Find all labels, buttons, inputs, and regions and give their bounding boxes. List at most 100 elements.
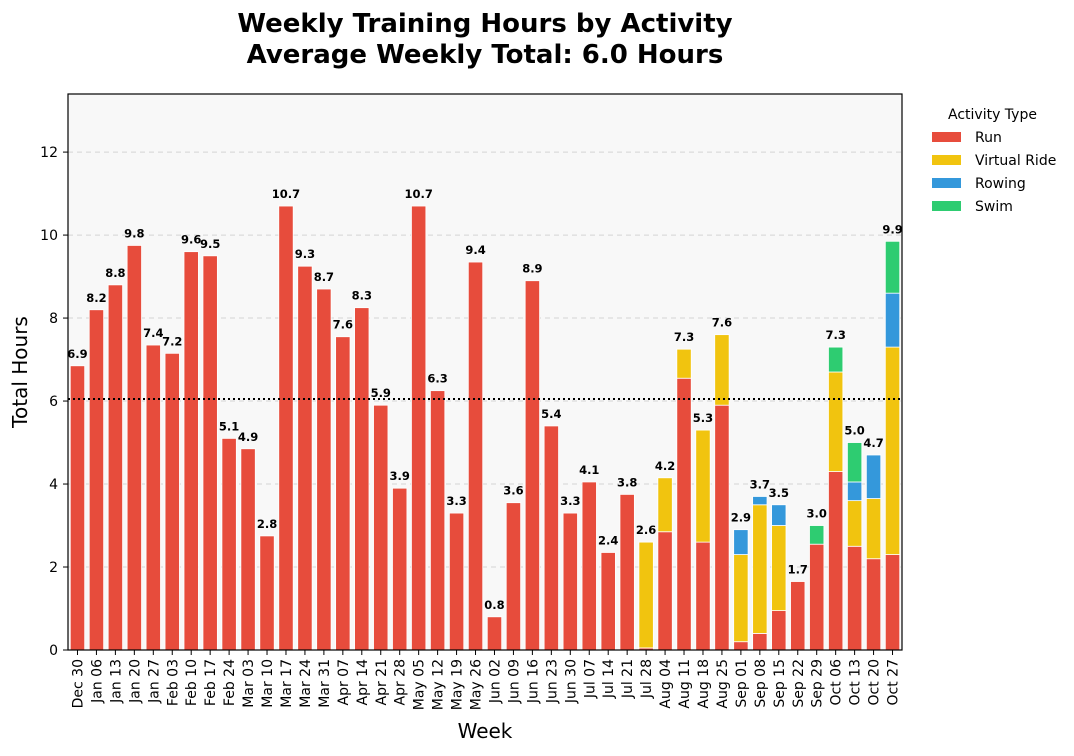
x-tick-label: Jun 23 — [544, 659, 560, 704]
bar-total-label: 8.8 — [105, 266, 125, 280]
x-tick-label: Aug 11 — [677, 659, 693, 709]
legend-label-virtual-ride: Virtual Ride — [975, 153, 1056, 169]
bar-total-label: 3.8 — [617, 475, 637, 489]
legend-swatch-run — [932, 132, 961, 142]
bar-total-label: 2.8 — [257, 517, 277, 531]
bar-segment-run — [392, 487, 408, 651]
legend-swatch-virtual-ride — [932, 155, 961, 165]
bar-total-label: 4.2 — [655, 459, 675, 473]
bar-segment-run — [828, 471, 844, 651]
bar-segment-run — [771, 610, 787, 651]
bar-total-label: 8.9 — [522, 262, 542, 276]
bar-segment-virtual-ride — [884, 346, 901, 555]
plot-area: 0 2 4 6 8 10 12 6.9 Dec 30 8.2 Jan 06 8.8 Jan 13 9.8 J… — [8, 93, 903, 743]
plot-frame — [67, 93, 903, 651]
x-tick-label: Mar 24 — [298, 659, 314, 708]
bar-segment-run — [448, 512, 465, 651]
bar-segment-virtual-ride — [771, 525, 787, 611]
x-tick-label: Jul 21 — [620, 659, 636, 699]
y-tick-label: 6 — [49, 394, 58, 410]
bar-segment-run — [543, 425, 559, 651]
x-tick-label: Sep 08 — [753, 659, 769, 708]
bar-segment-rowing — [847, 481, 863, 502]
bar-total-label: 5.0 — [844, 424, 864, 438]
x-tick-label: Apr 28 — [393, 659, 409, 705]
bar-segment-rowing — [865, 454, 882, 499]
x-tick-label: May 12 — [431, 659, 447, 710]
x-tick-label: Mar 10 — [260, 659, 276, 708]
bar-segment-swim — [809, 525, 825, 545]
bar-segment-run — [69, 365, 86, 651]
x-tick-label: Jan 20 — [127, 659, 143, 704]
bar-segment-run — [126, 245, 142, 651]
x-tick-label: Apr 07 — [336, 659, 352, 705]
bar-segment-virtual-ride — [676, 348, 692, 379]
bar-total-label: 2.4 — [598, 533, 618, 547]
bar-total-label: 10.7 — [404, 187, 432, 201]
bar-total-label: 8.7 — [314, 270, 334, 284]
bar-segment-run — [619, 494, 635, 651]
bar-total-label: 3.7 — [750, 477, 770, 491]
bar-segment-run — [145, 344, 161, 651]
bar-total-label: 7.3 — [825, 328, 845, 342]
bar-segment-run — [486, 616, 503, 651]
bar-segment-virtual-ride — [638, 541, 654, 649]
bar-total-label: 4.7 — [863, 436, 883, 450]
bar-total-label: 2.6 — [636, 523, 656, 537]
x-tick-label: Sep 01 — [734, 659, 750, 708]
bar-segment-virtual-ride — [714, 334, 730, 406]
bar-segment-run — [790, 581, 806, 651]
y-tick-label: 4 — [49, 477, 58, 493]
y-tick-label: 0 — [49, 643, 58, 659]
x-tick-label: Feb 24 — [222, 659, 238, 706]
legend-label-run: Run — [975, 130, 1002, 146]
bar-total-label: 7.2 — [162, 334, 182, 348]
x-axis-label: Week — [458, 719, 513, 743]
x-tick-label: Mar 03 — [241, 659, 257, 708]
bar-total-label: 7.3 — [674, 330, 694, 344]
bar-segment-run — [505, 502, 522, 651]
x-tick-label: Oct 06 — [829, 659, 845, 706]
bar-segment-run — [430, 390, 446, 651]
bar-total-label: 3.0 — [807, 507, 827, 521]
x-tick-label: May 19 — [450, 659, 466, 710]
bar-total-label: 3.3 — [446, 494, 466, 508]
bar-segment-rowing — [752, 496, 768, 506]
bar-segment-virtual-ride — [733, 554, 749, 643]
x-tick-label: Jan 13 — [108, 659, 124, 704]
x-tick-label: Jul 07 — [582, 659, 598, 699]
bar-segment-rowing — [733, 529, 749, 555]
legend-title: Activity Type — [948, 107, 1037, 123]
bar-total-label: 6.9 — [67, 347, 87, 361]
bar-segment-run — [411, 205, 427, 651]
bar-segment-run — [297, 265, 313, 651]
x-tick-label: Jun 30 — [563, 659, 579, 704]
bar-total-label: 9.4 — [465, 243, 485, 257]
bar-segment-run — [733, 641, 749, 651]
x-tick-label: Jun 09 — [506, 659, 522, 704]
x-tick-label: Dec 30 — [70, 659, 86, 708]
x-tick-label: Sep 29 — [810, 659, 826, 708]
bar-total-label: 3.3 — [560, 494, 580, 508]
bar-segment-run — [259, 535, 275, 651]
x-tick-label: Jan 27 — [146, 659, 162, 704]
bar-total-label: 8.2 — [86, 291, 106, 305]
bar-total-label: 5.4 — [541, 407, 561, 421]
x-tick-label: Aug 04 — [658, 659, 674, 709]
x-tick-label: Feb 10 — [184, 659, 200, 706]
bar-total-label: 4.9 — [238, 430, 258, 444]
bar-segment-virtual-ride — [828, 371, 844, 472]
bar-segment-swim — [847, 442, 863, 483]
bar-total-label: 10.7 — [272, 187, 300, 201]
x-tick-label: Jun 16 — [525, 659, 541, 704]
bar-segment-run — [809, 543, 825, 651]
bar-segment-run — [202, 255, 218, 651]
x-tick-label: Feb 17 — [203, 659, 219, 706]
y-tick-label: 10 — [40, 228, 58, 244]
chart-subtitle: Average Weekly Total: 6.0 Hours — [247, 40, 724, 70]
bar-total-label: 5.9 — [371, 386, 391, 400]
bar-segment-run — [865, 558, 882, 651]
bar-segment-run — [714, 404, 730, 651]
bar-total-label: 3.6 — [503, 484, 523, 498]
